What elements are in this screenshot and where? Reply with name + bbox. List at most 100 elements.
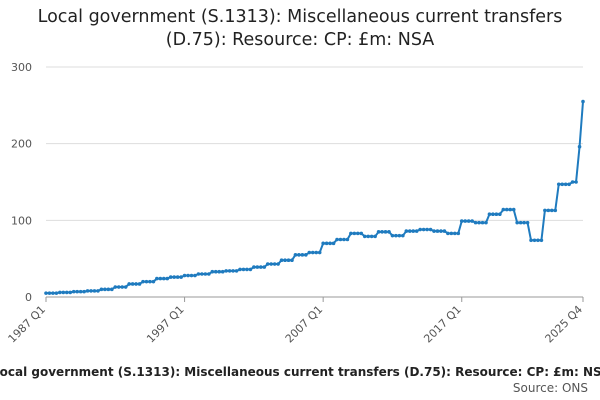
data-point	[89, 289, 93, 293]
data-point	[213, 269, 218, 274]
data-point	[110, 287, 114, 292]
data-point	[563, 182, 568, 187]
data-point	[428, 227, 433, 232]
data-point	[144, 279, 149, 284]
data-point	[442, 229, 447, 233]
data-point	[383, 230, 388, 234]
data-point	[401, 233, 405, 238]
data-point	[220, 269, 225, 274]
data-point	[477, 220, 481, 225]
data-point	[217, 269, 222, 274]
data-point	[529, 238, 533, 243]
data-point	[446, 231, 450, 236]
data-point	[238, 267, 242, 272]
data-point	[64, 290, 69, 295]
data-point	[82, 289, 86, 294]
data-point	[314, 250, 319, 255]
data-point	[161, 276, 166, 281]
data-point	[536, 238, 540, 243]
data-point	[432, 229, 436, 233]
data-point	[224, 269, 228, 273]
data-point	[92, 289, 97, 293]
data-point	[425, 227, 429, 232]
data-point	[317, 250, 322, 255]
source-label: Source: ONS	[512, 381, 588, 395]
data-point	[68, 290, 73, 295]
data-point	[473, 220, 478, 225]
data-point	[310, 250, 315, 255]
y-tick-label-200: 200	[11, 138, 32, 151]
data-point	[179, 275, 183, 279]
data-point	[85, 289, 90, 293]
data-point	[338, 237, 343, 242]
data-point	[439, 229, 443, 233]
data-point	[113, 285, 118, 289]
data-point	[504, 207, 509, 212]
data-point	[134, 282, 138, 286]
data-point	[522, 220, 526, 225]
data-point	[480, 220, 485, 225]
data-point	[359, 231, 364, 236]
data-point	[463, 219, 468, 223]
data-point	[324, 241, 329, 246]
data-point	[307, 250, 312, 255]
data-point	[518, 220, 523, 225]
data-point	[297, 253, 301, 257]
x-tick-label-4: 2025 Q4	[543, 303, 586, 346]
x-tick-label-2: 2007 Q1	[283, 303, 326, 346]
data-point	[373, 234, 377, 239]
data-point	[300, 253, 305, 257]
data-point	[120, 285, 125, 289]
data-point	[78, 289, 83, 294]
data-point	[352, 231, 357, 236]
data-point	[182, 273, 187, 278]
data-point	[151, 279, 156, 284]
data-point	[501, 207, 506, 212]
data-point	[245, 267, 249, 272]
data-point	[272, 262, 277, 266]
data-point	[293, 253, 298, 257]
x-axis: 1987 Q1 1997 Q1 2007 Q1 2017 Q1 2025 Q4	[6, 297, 586, 346]
data-point	[418, 227, 422, 232]
data-point	[203, 272, 208, 276]
data-point	[456, 231, 461, 236]
data-point	[411, 229, 416, 233]
data-point	[231, 269, 235, 273]
data-point	[362, 234, 367, 239]
data-point	[304, 253, 308, 257]
data-point	[283, 258, 287, 263]
data-point	[335, 237, 339, 242]
data-point	[543, 208, 547, 213]
data-point	[47, 291, 52, 295]
data-point	[200, 272, 204, 276]
data-point	[262, 265, 267, 269]
data-point	[532, 238, 537, 243]
data-point	[75, 289, 79, 294]
data-point	[103, 287, 107, 292]
chart-title-line-2: (D.75): Resource: CP: £m: NSA	[165, 30, 435, 50]
data-point	[286, 258, 291, 263]
data-point	[96, 289, 100, 293]
x-tick-label-3: 2017 Q1	[421, 303, 464, 346]
legend-label: Local government (S.1313): Miscellaneous…	[0, 365, 600, 379]
data-point	[279, 258, 284, 263]
data-point	[172, 275, 176, 279]
data-point	[376, 230, 381, 234]
data-point	[331, 241, 336, 246]
data-point	[466, 219, 471, 223]
data-point	[525, 220, 530, 225]
x-tick-label-1: 1997 Q1	[144, 303, 187, 346]
data-point	[487, 212, 492, 216]
y-tick-label-0: 0	[25, 291, 32, 304]
data-point	[158, 276, 163, 281]
data-point	[165, 276, 170, 281]
chart-title: Local government (S.1313): Miscellaneous…	[0, 6, 600, 52]
y-tick-label-100: 100	[11, 214, 32, 227]
data-point	[394, 233, 398, 238]
data-point	[539, 238, 544, 243]
data-point	[248, 267, 253, 272]
data-point	[196, 272, 201, 276]
data-point	[58, 290, 62, 295]
data-point	[404, 229, 409, 233]
